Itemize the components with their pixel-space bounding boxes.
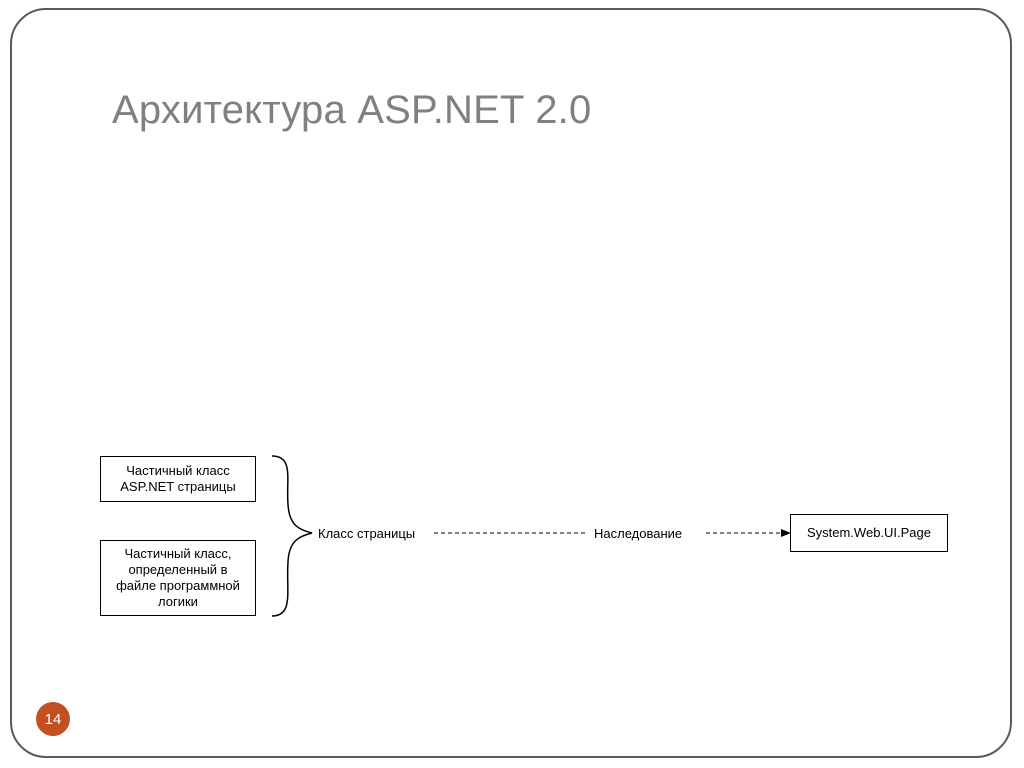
brace-icon xyxy=(272,456,312,616)
slide-frame: Архитектура ASP.NET 2.0 Частичный классA… xyxy=(10,8,1012,758)
label-inheritance: Наследование xyxy=(594,526,682,541)
node-partial-logic: Частичный класс,определенный вфайле прог… xyxy=(100,540,256,616)
node-label: System.Web.UI.Page xyxy=(807,525,931,541)
node-label: Частичный классASP.NET страницы xyxy=(120,463,235,496)
page-number-badge: 14 xyxy=(36,702,70,736)
page-number: 14 xyxy=(45,711,62,728)
node-label: Частичный класс,определенный вфайле прог… xyxy=(116,546,240,611)
label-page-class: Класс страницы xyxy=(318,526,415,541)
node-system-page: System.Web.UI.Page xyxy=(790,514,948,552)
diagram-connectors xyxy=(12,10,1014,760)
node-partial-asp: Частичный классASP.NET страницы xyxy=(100,456,256,502)
diagram: Частичный классASP.NET страницы Частичны… xyxy=(12,10,1014,760)
